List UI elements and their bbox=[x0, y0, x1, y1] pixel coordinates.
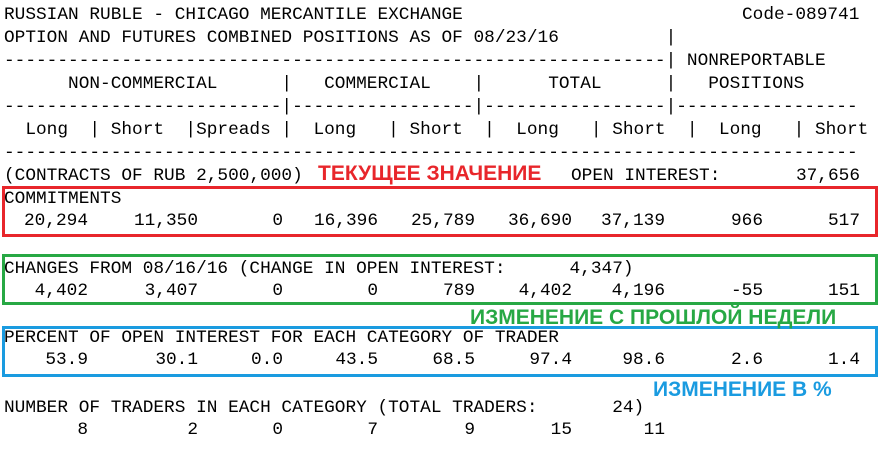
cell: 4,196 bbox=[611, 281, 665, 301]
header-line: --------------------------|-------------… bbox=[4, 97, 858, 117]
cell: 2.6 bbox=[730, 350, 763, 370]
header-line: ----------------------------------------… bbox=[4, 143, 858, 163]
change-box bbox=[2, 254, 878, 305]
cell: 68.5 bbox=[432, 350, 475, 370]
cell: 4,402 bbox=[518, 281, 572, 301]
header-line: NON-COMMERCIAL | COMMERCIAL | TOTAL | PO… bbox=[4, 74, 805, 94]
open-interest-label: OPEN INTEREST: bbox=[571, 166, 721, 186]
cell: 25,789 bbox=[410, 211, 475, 231]
cell: 3,407 bbox=[144, 281, 198, 301]
current-box bbox=[2, 186, 878, 237]
annotation: ИЗМЕНЕНИЕ С ПРОШЛОЙ НЕДЕЛИ bbox=[470, 306, 837, 329]
section-title: PERCENT OF OPEN INTEREST FOR EACH CATEGO… bbox=[4, 328, 559, 348]
cell: 98.6 bbox=[622, 350, 665, 370]
cell: 9 bbox=[464, 420, 475, 440]
cell: 0 bbox=[272, 211, 283, 231]
header-line: ----------------------------------------… bbox=[4, 51, 826, 71]
cell: 36,690 bbox=[507, 211, 572, 231]
cell: 97.4 bbox=[529, 350, 572, 370]
code: Code-089741 bbox=[742, 5, 860, 25]
cell: 2 bbox=[187, 420, 198, 440]
cell: 0.0 bbox=[250, 350, 283, 370]
section-title: NUMBER OF TRADERS IN EACH CATEGORY (TOTA… bbox=[4, 398, 645, 418]
cell: 16,396 bbox=[313, 211, 378, 231]
cell: 15 bbox=[550, 420, 572, 440]
cell: 7 bbox=[367, 420, 378, 440]
cell: 20,294 bbox=[23, 211, 88, 231]
annotation: ТЕКУЩЕЕ ЗНАЧЕНИЕ bbox=[318, 162, 542, 185]
cell: 11 bbox=[643, 420, 665, 440]
subtitle: OPTION AND FUTURES COMBINED POSITIONS AS… bbox=[4, 28, 677, 48]
cell: 30.1 bbox=[155, 350, 198, 370]
section-title: COMMITMENTS bbox=[4, 189, 122, 209]
cell: 4,402 bbox=[34, 281, 88, 301]
annotation: ИЗМЕНЕНИЕ В % bbox=[653, 378, 832, 401]
cell: 0 bbox=[272, 281, 283, 301]
cell: 0 bbox=[367, 281, 378, 301]
title: RUSSIAN RUBLE - CHICAGO MERCANTILE EXCHA… bbox=[4, 5, 463, 25]
cell: 151 bbox=[827, 281, 860, 301]
cell: 517 bbox=[827, 211, 860, 231]
cell: 8 bbox=[77, 420, 88, 440]
cell: 966 bbox=[730, 211, 763, 231]
cell: -55 bbox=[730, 281, 763, 301]
section-title: CHANGES FROM 08/16/16 (CHANGE IN OPEN IN… bbox=[4, 259, 634, 279]
cell: 11,350 bbox=[133, 211, 198, 231]
header-line: Long | Short |Spreads | Long | Short | L… bbox=[4, 120, 869, 140]
cell: 1.4 bbox=[827, 350, 860, 370]
cell: 43.5 bbox=[335, 350, 378, 370]
percent-box bbox=[2, 326, 878, 377]
cell: 53.9 bbox=[45, 350, 88, 370]
contracts-unit: (CONTRACTS OF RUB 2,500,000) bbox=[4, 166, 303, 186]
cell: 789 bbox=[442, 281, 475, 301]
cell: 37,139 bbox=[600, 211, 665, 231]
open-interest: 37,656 bbox=[795, 166, 860, 186]
cell: 0 bbox=[272, 420, 283, 440]
